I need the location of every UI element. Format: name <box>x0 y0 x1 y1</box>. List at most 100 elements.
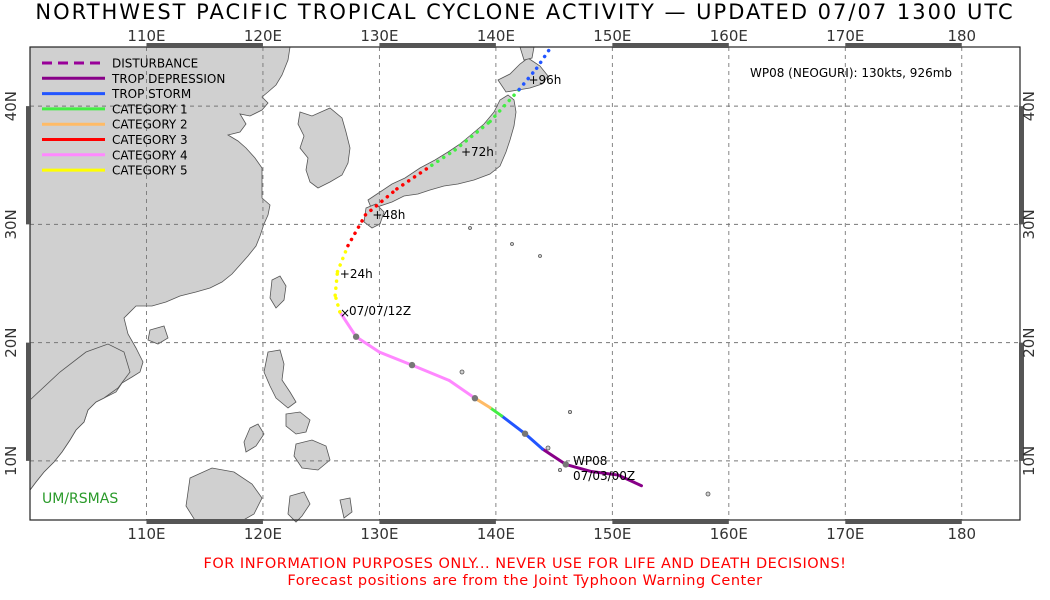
lon-label-bottom: 110E <box>127 525 165 543</box>
map-frame <box>26 43 1024 524</box>
lon-label-bottom: 170E <box>826 525 864 543</box>
halmahera <box>339 497 353 519</box>
track-point <box>521 430 529 437</box>
forecast-time-label: +24h <box>340 267 373 281</box>
track-segment <box>377 350 414 367</box>
track-point <box>471 395 479 402</box>
lon-label-top: 180 <box>947 27 976 45</box>
forecast-segment <box>488 87 521 124</box>
forecast-segment <box>333 293 342 314</box>
frame-tick-bar <box>379 519 496 524</box>
island <box>558 467 563 472</box>
track-segment <box>354 335 381 354</box>
current-position-marker: × <box>340 306 350 320</box>
lon-label-bottom: 180 <box>947 525 976 543</box>
island <box>510 242 514 246</box>
visayas <box>285 411 311 435</box>
track-segment <box>500 414 527 436</box>
track-segment <box>447 378 477 400</box>
lat-label-right: 10N <box>1020 446 1038 476</box>
mindanao <box>293 439 331 471</box>
lon-label-bottom: 140E <box>477 525 515 543</box>
luzon <box>263 349 297 409</box>
frame-tick-bar <box>612 43 729 48</box>
lat-lon-grid <box>30 47 1020 520</box>
track-segment <box>523 432 544 451</box>
lat-label-left: 30N <box>2 209 20 239</box>
lon-label-bottom: 160E <box>710 525 748 543</box>
track-segment <box>410 363 451 382</box>
lat-label-right: 30N <box>1020 209 1038 239</box>
legend-label: DISTURBANCE <box>112 57 198 71</box>
forecast-time-label: +72h <box>461 145 494 159</box>
legend-label: CATEGORY 5 <box>112 164 188 178</box>
lat-label-left: 10N <box>2 446 20 476</box>
lon-label-bottom: 150E <box>593 525 631 543</box>
lon-label-top: 150E <box>593 27 631 45</box>
forecast-segment <box>517 66 539 92</box>
legend-label: TROP DEPRESSION <box>111 72 225 86</box>
japan-honshu <box>367 94 517 211</box>
track-point <box>408 361 416 369</box>
storm-info: WP08 (NEOGURI): 130kts, 926mb <box>750 66 952 80</box>
forecast-segment <box>430 148 457 167</box>
map-border <box>29 46 1021 521</box>
forecast-segment <box>395 163 434 191</box>
japan-hokkaido <box>497 57 549 93</box>
legend-label: CATEGORY 2 <box>112 118 188 132</box>
lat-label-left: 20N <box>2 327 20 357</box>
lat-label-right: 20N <box>1020 327 1038 357</box>
axis-labels: 110E 110E 120E 120E 130E 130E 140E 140E 150E 150E… <box>2 27 1038 543</box>
credit-label: UM/RSMAS <box>42 491 118 507</box>
island <box>459 369 465 375</box>
hainan <box>147 325 169 345</box>
lon-label-top: 130E <box>360 27 398 45</box>
borneo <box>185 467 263 523</box>
forecast-time-label: +96h <box>528 73 561 87</box>
track-segment <box>616 473 643 488</box>
legend-label: CATEGORY 3 <box>112 133 188 147</box>
frame-tick-bar <box>1019 106 1024 225</box>
sulawesi <box>287 491 311 523</box>
forecast-time-label: +48h <box>372 208 405 222</box>
frame-tick-bar <box>1019 342 1024 461</box>
legend-label: CATEGORY 4 <box>112 148 188 162</box>
lon-label-top: 110E <box>127 27 165 45</box>
track-segment <box>540 447 568 466</box>
lat-label-left: 40N <box>2 91 20 121</box>
forecast-labels: +24h +48h +72h +96h <box>340 73 562 281</box>
track-segment <box>589 470 620 477</box>
track-segment <box>338 310 358 339</box>
island <box>545 445 551 451</box>
track-segment <box>564 462 593 474</box>
lon-label-top: 160E <box>710 27 748 45</box>
frame-tick-bar <box>379 43 496 48</box>
indochina <box>29 343 131 492</box>
legend-label: CATEGORY 1 <box>112 102 188 116</box>
forecast-segment <box>453 119 492 152</box>
track-point <box>352 333 360 340</box>
forecast-segment <box>346 213 368 248</box>
lon-label-top: 120E <box>244 27 282 45</box>
storm-track <box>338 310 643 488</box>
forecast-segment <box>333 269 340 298</box>
lon-label-top: 170E <box>826 27 864 45</box>
lat-label-right: 40N <box>1020 91 1038 121</box>
current-position-label: 07/07/12Z <box>349 304 411 318</box>
island <box>705 491 711 497</box>
legend-label: TROP STORM <box>111 87 191 101</box>
forecast-segment <box>363 187 399 217</box>
taiwan <box>269 275 287 309</box>
small-islands <box>459 226 711 497</box>
lon-label-bottom: 130E <box>360 525 398 543</box>
forecast-segment <box>335 243 350 274</box>
frame-tick-bar <box>26 342 31 461</box>
island <box>538 254 542 258</box>
lon-label-top: 140E <box>477 27 515 45</box>
frame-tick-bar <box>612 519 729 524</box>
korean-peninsula <box>297 107 351 189</box>
frame-tick-bar <box>146 519 263 524</box>
frame-tick-bar <box>26 106 31 225</box>
